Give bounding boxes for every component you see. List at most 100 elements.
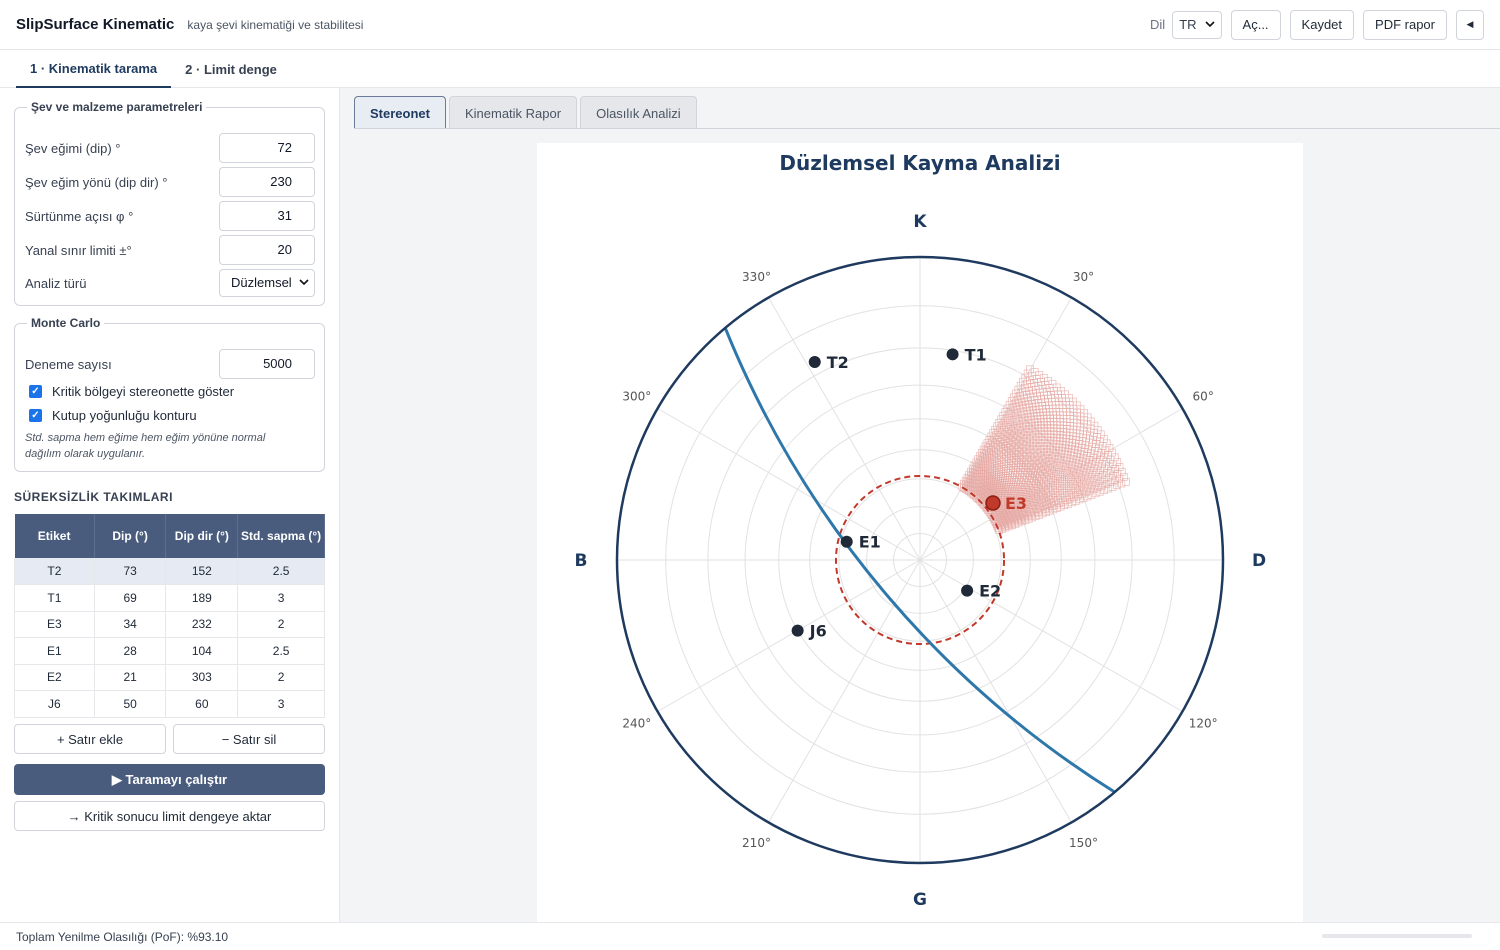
col-stddev-header: Std. sapma (°) [237, 514, 325, 558]
slope-great-circle [723, 327, 1116, 794]
critical-zone-cell [1094, 483, 1102, 492]
table-cell[interactable]: 104 [165, 637, 239, 665]
lateral-limit-input[interactable]: 20 [219, 235, 315, 265]
caret-left-icon: ◀ [1466, 19, 1474, 29]
table-cell[interactable]: 69 [94, 584, 167, 612]
critical-zone-cell [1039, 374, 1048, 382]
table-cell[interactable]: 73 [94, 558, 167, 585]
grid-radial-line [768, 297, 921, 561]
run-scan-button[interactable]: ▶ Taramayı çalıştır [14, 764, 325, 795]
critical-zone-cell [1019, 463, 1028, 472]
tab-limit-equilibrium[interactable]: 2 · Limit denge [185, 61, 277, 77]
azimuth-tick-label: 120° [1189, 717, 1218, 731]
critical-zone-cell [1031, 453, 1039, 461]
critical-zone-cell [1088, 470, 1097, 479]
table-cell[interactable]: E3 [14, 611, 95, 638]
add-row-button[interactable]: + Satır ekle [14, 724, 166, 754]
analysis-type-select[interactable]: Düzlemsel [219, 269, 315, 297]
azimuth-tick-label: 210° [742, 836, 771, 850]
critical-zone-cell [1028, 444, 1037, 453]
critical-zone-cell [1026, 447, 1034, 456]
table-cell[interactable]: 50 [94, 690, 167, 718]
critical-zone-cell [1012, 461, 1020, 470]
table-cell[interactable]: 303 [165, 664, 239, 691]
table-row[interactable]: T2 73 152 2.5 [14, 558, 325, 585]
chevron-down-icon [299, 279, 309, 286]
tab-probability-analysis[interactable]: Olasılık Analizi [580, 96, 697, 129]
critical-zone-cell [1004, 444, 1013, 453]
table-cell[interactable]: 60 [165, 690, 239, 718]
critical-zone-cell [1009, 438, 1018, 446]
table-row[interactable]: J6 50 60 3 [14, 690, 325, 718]
table-cell[interactable]: E2 [14, 664, 95, 691]
critical-zone-cell [971, 492, 980, 501]
panel-toggle-button[interactable]: ◀ [1456, 9, 1484, 40]
critical-zone-cell [1030, 458, 1039, 467]
pole-marker[interactable] [985, 495, 1001, 511]
table-row[interactable]: E2 21 303 2 [14, 664, 325, 691]
critical-zone [958, 365, 1130, 534]
critical-zone-cell [1043, 448, 1051, 456]
status-bar: Toplam Yenilme Olasılığı (PoF): %93.10 [0, 922, 1500, 950]
table-cell[interactable]: 2.5 [237, 558, 325, 585]
tab-kinematic-scan[interactable]: 1 · Kinematik tarama [16, 50, 172, 88]
table-row[interactable]: E3 34 232 2 [14, 611, 325, 638]
friction-angle-input[interactable]: 31 [219, 201, 315, 231]
critical-zone-checkbox-row[interactable]: ✓ Kritik bölgeyi stereonette göster [29, 384, 234, 399]
table-cell[interactable]: 232 [165, 611, 239, 638]
trials-input[interactable]: 5000 [219, 349, 315, 379]
pole-points: T1 T2 E3 E1 E2 J6 [791, 345, 1027, 641]
table-row[interactable]: E1 28 104 2.5 [14, 637, 325, 665]
critical-zone-cell [1095, 487, 1104, 496]
table-cell[interactable]: E1 [14, 637, 95, 665]
slope-dipdir-input[interactable]: 230 [219, 167, 315, 197]
table-cell[interactable]: 189 [165, 584, 239, 612]
open-button[interactable]: Aç... [1230, 9, 1281, 40]
critical-zone-cell [1021, 373, 1030, 382]
pole-marker[interactable] [791, 624, 804, 637]
critical-zone-cell [999, 469, 1008, 478]
stereonet-plot[interactable]: Düzlemsel Kayma Analizi 30° 60° 120° 150… [537, 143, 1303, 922]
pdf-report-button[interactable]: PDF rapor [1363, 9, 1447, 40]
tab-stereonet[interactable]: Stereonet [354, 96, 446, 129]
table-cell[interactable]: J6 [14, 690, 95, 718]
language-select[interactable]: TR [1172, 10, 1222, 39]
pole-marker[interactable] [961, 584, 974, 597]
critical-zone-cell [1100, 464, 1109, 473]
remove-row-button[interactable]: − Satır sil [173, 724, 325, 754]
critical-zone-cell [1110, 453, 1119, 462]
critical-zone-cell [1032, 466, 1040, 475]
table-cell[interactable]: 3 [237, 690, 325, 718]
critical-zone-cell [1108, 483, 1117, 491]
table-cell[interactable]: 3 [237, 584, 325, 612]
left-panel: Şev ve malzeme parametreleri Şev eğimi (… [0, 88, 340, 922]
critical-zone-cell [1023, 450, 1031, 459]
critical-zone-cell [1104, 484, 1113, 493]
pole-marker[interactable] [946, 348, 959, 361]
critical-zone-cell [1090, 485, 1098, 493]
critical-zone-cell [1008, 468, 1017, 477]
table-cell[interactable]: 34 [94, 611, 167, 638]
critical-zone-cell [1087, 460, 1096, 468]
table-row[interactable]: T1 69 189 3 [14, 584, 325, 612]
table-cell[interactable]: 28 [94, 637, 167, 665]
slope-dip-input[interactable]: 72 [219, 133, 315, 163]
table-cell[interactable]: T1 [14, 584, 95, 612]
table-cell[interactable]: 21 [94, 664, 167, 691]
transfer-to-limit-button[interactable]: → Kritik sonucu limit dengeye aktar [14, 801, 325, 831]
pole-density-checkbox[interactable]: ✓ [29, 409, 42, 422]
table-cell[interactable]: T2 [14, 558, 95, 585]
save-button[interactable]: Kaydet [1289, 9, 1355, 40]
pole-density-checkbox-row[interactable]: ✓ Kutup yoğunluğu konturu [29, 408, 197, 423]
pole-marker[interactable] [840, 535, 853, 548]
slope-dipdir-row: Şev eğim yönü (dip dir) ° 230 [25, 167, 315, 197]
stereonet-overlay [615, 255, 1225, 865]
table-cell[interactable]: 2.5 [237, 637, 325, 665]
azimuth-tick-label: 240° [622, 717, 651, 731]
table-cell[interactable]: 152 [165, 558, 239, 585]
table-cell[interactable]: 2 [237, 611, 325, 638]
tab-kinematic-report[interactable]: Kinematik Rapor [448, 96, 578, 129]
critical-zone-checkbox[interactable]: ✓ [29, 385, 42, 398]
table-cell[interactable]: 2 [237, 664, 325, 691]
pole-marker[interactable] [808, 356, 821, 369]
